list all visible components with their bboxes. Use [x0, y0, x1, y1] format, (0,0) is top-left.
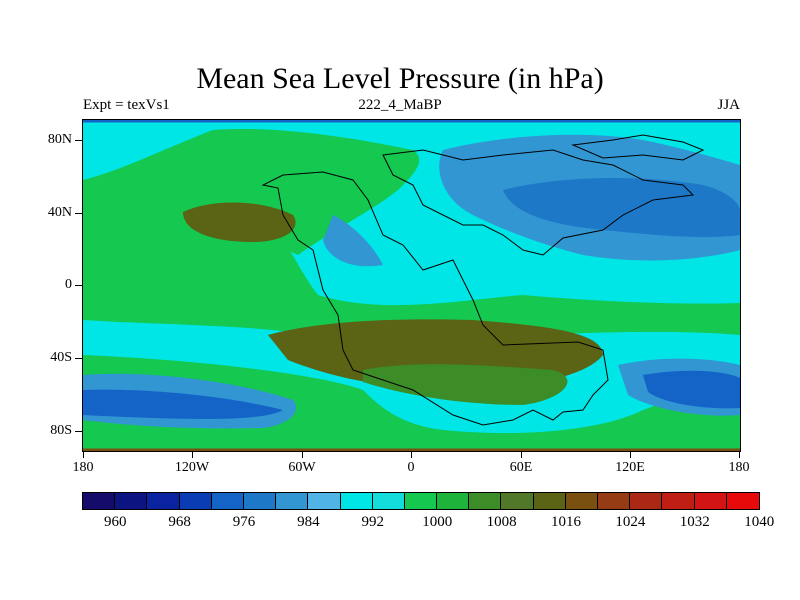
colorbar-label: 976	[232, 514, 256, 530]
y-tick	[75, 140, 83, 141]
colorbar-box	[726, 493, 759, 509]
colorbar-label: 1000	[422, 514, 453, 530]
colorbar-box	[694, 493, 727, 509]
colorbar-box	[533, 493, 566, 509]
continent-outline-polar	[571, 134, 705, 161]
colorbar-box	[179, 493, 212, 509]
x-tick-label: 120W	[174, 460, 210, 475]
y-tick-label: 80S	[50, 423, 72, 438]
y-tick-label: 40S	[50, 350, 72, 365]
colorbar-label: 1016	[551, 514, 581, 530]
y-tick-label: 0	[65, 277, 72, 292]
y-tick	[75, 213, 83, 214]
plot-title: Mean Sea Level Pressure (in hPa)	[196, 62, 604, 95]
x-tick-label: 180	[72, 460, 94, 475]
colorbar-box	[501, 493, 534, 509]
x-tick-label: 180	[728, 460, 750, 475]
colorbar	[82, 492, 760, 510]
colorbar-box	[243, 493, 277, 509]
x-tick-label: 0	[407, 460, 415, 475]
colorbar-label: 984	[297, 514, 320, 530]
asian-low	[503, 178, 740, 238]
continent-outline-west	[261, 171, 609, 426]
colorbar-box	[469, 493, 502, 509]
colorbar-label: 1040	[744, 514, 775, 530]
colorbar-box	[308, 493, 341, 509]
pressure-contour-field	[83, 120, 740, 451]
x-tick	[630, 451, 631, 458]
x-tick-label: 120E	[615, 460, 645, 475]
pressure-map	[82, 119, 741, 452]
colorbar-box	[598, 493, 631, 509]
x-tick	[411, 451, 412, 458]
x-tick	[192, 451, 193, 458]
colorbar-box	[630, 493, 663, 509]
y-tick	[75, 285, 83, 286]
x-tick	[83, 451, 84, 458]
x-tick-label: 60E	[509, 460, 533, 475]
colorbar-box	[115, 493, 148, 509]
mid-atlantic-low	[323, 215, 383, 267]
colorbar-box	[276, 493, 309, 509]
season-label: JJA	[717, 97, 740, 113]
southern-high-edge	[363, 364, 568, 405]
south-pacific-deep-low	[83, 389, 283, 419]
colorbar-label: 968	[168, 514, 191, 530]
colorbar-box	[437, 493, 470, 509]
colorbar-box	[404, 493, 438, 509]
southern-indian-deep-low	[643, 370, 740, 409]
y-tick	[75, 358, 83, 359]
continent-outline-north	[382, 149, 695, 256]
colorbar-box	[565, 493, 598, 509]
colorbar-box	[83, 493, 116, 509]
y-tick	[75, 431, 83, 432]
x-tick	[521, 451, 522, 458]
colorbar-box	[372, 493, 405, 509]
colorbar-box	[211, 493, 244, 509]
colorbar-label: 992	[361, 514, 385, 530]
continent-outlines	[261, 134, 705, 426]
colorbar-box	[147, 493, 180, 509]
y-tick-label: 80N	[47, 132, 72, 147]
time-label: 222_4_MaBP	[358, 97, 442, 113]
x-tick-label: 60W	[288, 460, 316, 475]
colorbar-box	[662, 493, 695, 509]
x-tick	[739, 451, 740, 458]
x-tick	[302, 451, 303, 458]
y-tick-label: 40N	[47, 205, 72, 220]
colorbar-label: 1032	[679, 514, 710, 530]
north-atlantic-high-core	[183, 202, 296, 242]
experiment-label: Expt = texVs1	[83, 97, 170, 113]
colorbar-label: 1024	[615, 514, 646, 530]
colorbar-box	[340, 493, 373, 509]
colorbar-label: 960	[103, 514, 127, 530]
colorbar-label: 1008	[486, 514, 517, 530]
